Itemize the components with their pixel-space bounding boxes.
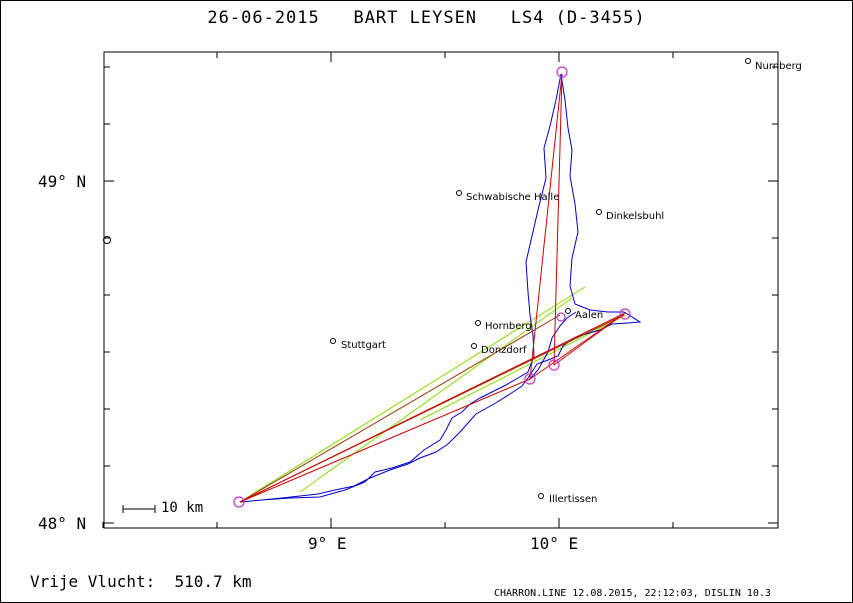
place-label-schwabische-halle: Schwabische Halle — [466, 192, 560, 203]
flight-track — [239, 73, 642, 503]
task-diagonals — [239, 286, 627, 503]
edge-marker — [103, 236, 111, 244]
map-title: 26-06-2015 BART LEYSEN LS4 (D-3455) — [207, 8, 646, 28]
axis-ticks — [102, 52, 778, 528]
place-label-dinkelsbuhl: Dinkelsbuhl — [606, 211, 665, 222]
free-flight-distance: Vrije Vlucht: 510.7 km — [30, 572, 252, 591]
credits-line: CHARRON.LINE 12.08.2015, 22:12:03, DISLI… — [494, 588, 771, 599]
scale-bar-label: 10 km — [161, 500, 204, 516]
place-label-nurnberg: Nurnberg — [755, 61, 802, 72]
lon-label-9: 9° E — [308, 534, 347, 553]
turnpoints — [233, 66, 631, 508]
lat-label-48: 48° N — [38, 514, 87, 533]
place-label-stuttgart: Stuttgart — [341, 340, 386, 351]
place-label-aalen: Aalen — [575, 310, 604, 321]
plot-area — [103, 51, 779, 529]
city-markers — [330, 58, 751, 499]
lat-label-49: 49° N — [38, 172, 87, 191]
place-label-illertissen: Illertissen — [549, 494, 598, 505]
place-label-hornberg: Hornberg — [485, 321, 532, 332]
scale-bar — [122, 505, 156, 513]
lon-label-10: 10° E — [530, 534, 579, 553]
flight-track-detail — [528, 311, 577, 381]
place-label-donzdorf: Donzdorf — [481, 345, 527, 356]
task-legs — [239, 73, 626, 503]
